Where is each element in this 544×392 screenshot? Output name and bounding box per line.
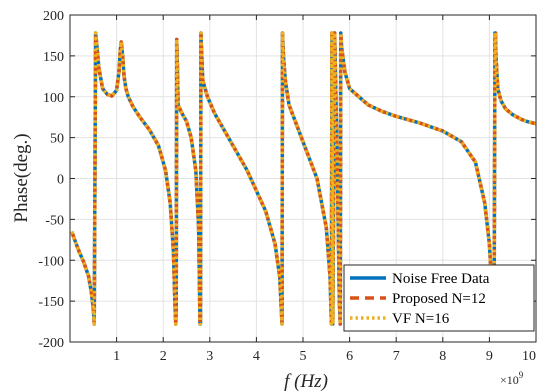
x-axis-label: f (Hz) bbox=[284, 371, 328, 392]
x-tick-label: 4 bbox=[253, 349, 260, 364]
legend-entry-3: VF N=16 bbox=[392, 311, 450, 327]
y-tick-label: 50 bbox=[50, 132, 64, 147]
x-tick-label: 7 bbox=[393, 349, 400, 364]
tick-labels: 1 2 3 4 5 6 7 8 9 10 -200 -150 -100 -50 0 50 100 150 200 bbox=[38, 9, 536, 364]
y-axis-label: Phase(deg.) bbox=[11, 133, 32, 222]
legend-entry-2: Proposed N=12 bbox=[392, 291, 486, 307]
x-tick-label: 2 bbox=[160, 349, 167, 364]
y-tick-label: 0 bbox=[57, 173, 64, 188]
y-tick-label: -100 bbox=[38, 254, 64, 269]
x-tick-label: 8 bbox=[439, 349, 446, 364]
x-tick-label: 10 bbox=[522, 349, 536, 364]
x-tick-label: 5 bbox=[300, 349, 307, 364]
x-exponent-power: 9 bbox=[519, 370, 524, 380]
y-tick-label: 200 bbox=[43, 9, 64, 24]
series-line-3 bbox=[70, 31, 536, 326]
x-exponent-label: ×109 bbox=[500, 370, 524, 387]
legend: Noise Free Data Proposed N=12 VF N=16 bbox=[343, 264, 535, 332]
x-tick-label: 6 bbox=[346, 349, 353, 364]
y-tick-label: -50 bbox=[45, 213, 64, 228]
tick-marks bbox=[70, 14, 537, 343]
y-tick-label: -200 bbox=[38, 336, 64, 351]
x-tick-label: 1 bbox=[113, 349, 120, 364]
y-tick-label: 100 bbox=[43, 91, 64, 106]
legend-entry-1: Noise Free Data bbox=[392, 271, 490, 287]
y-tick-label: -150 bbox=[38, 295, 64, 310]
x-exponent-base: ×10 bbox=[500, 373, 519, 387]
x-tick-label: 9 bbox=[486, 349, 493, 364]
series-layer bbox=[70, 31, 536, 326]
y-tick-label: 150 bbox=[43, 50, 64, 65]
x-tick-label: 3 bbox=[206, 349, 213, 364]
legend-box bbox=[343, 264, 535, 332]
